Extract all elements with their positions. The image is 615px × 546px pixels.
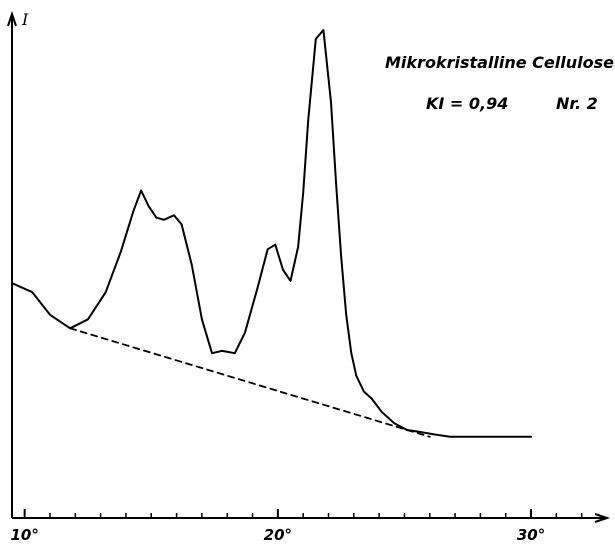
axes: 10° 20° 30° <box>7 10 611 544</box>
baseline-dashed-line <box>69 327 431 438</box>
x-tick-label: 10° <box>10 526 38 544</box>
ki-annotation: KI = 0,94 <box>426 94 508 113</box>
number-annotation: Nr. 2 <box>556 94 598 113</box>
plot-area <box>11 29 532 438</box>
chart-title: Mikrokristalline Cellulose <box>385 53 614 72</box>
y-axis-label: I <box>21 10 29 29</box>
x-tick-label: 20° <box>264 526 292 544</box>
x-axis-arrow <box>594 513 611 523</box>
y-axis-arrow <box>7 10 17 27</box>
intensity-curve <box>11 29 532 438</box>
x-tick-label: 30° <box>517 526 545 544</box>
